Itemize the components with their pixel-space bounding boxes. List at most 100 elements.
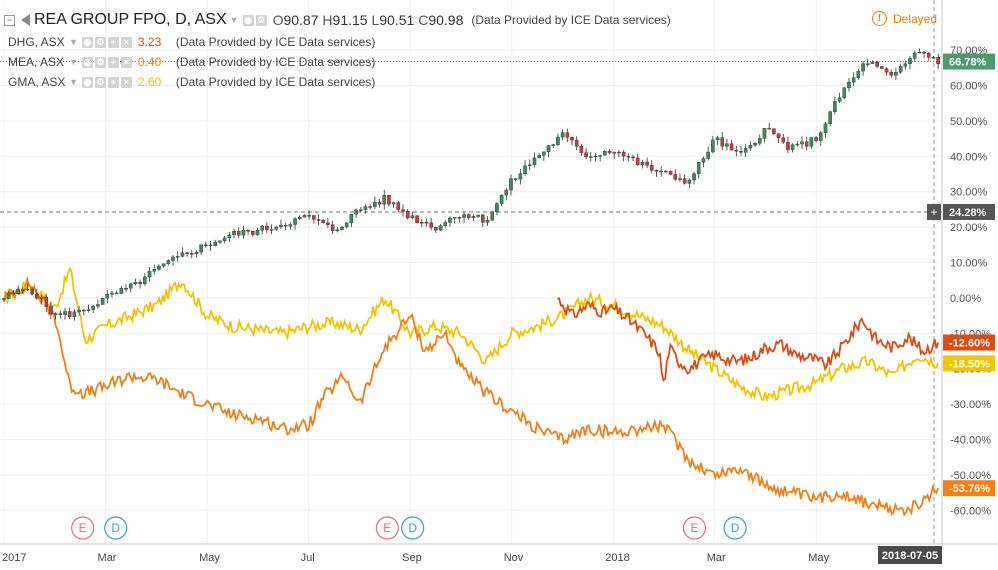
x-tick-label: May — [199, 552, 220, 564]
candle-body — [255, 230, 260, 235]
chevron-down-icon[interactable]: ▼ — [69, 37, 78, 47]
candle-body — [884, 68, 889, 73]
y-tick-label: 0.00% — [950, 293, 981, 305]
candle-body — [77, 309, 81, 313]
plus-icon[interactable]: + — [107, 56, 119, 68]
candle-body — [509, 178, 513, 191]
candle-body — [833, 101, 837, 112]
candle-body — [44, 296, 49, 307]
candle-body — [110, 292, 114, 295]
candle-body — [401, 209, 405, 212]
candle-body — [523, 165, 527, 174]
close-icon[interactable]: × — [120, 56, 132, 68]
gear-icon[interactable]: ⚙ — [94, 56, 106, 68]
collapse-legend-icon[interactable]: − — [4, 14, 15, 26]
candle-body — [818, 132, 823, 141]
x-tick-label: Nov — [504, 552, 524, 564]
candle-body — [274, 226, 279, 230]
comparison-symbol[interactable]: DHG, ASX — [8, 35, 65, 49]
candle-body — [753, 143, 757, 146]
delayed-label: Delayed — [893, 11, 938, 26]
chevron-down-icon[interactable]: ▼ — [69, 77, 78, 87]
series-line-dhg — [557, 297, 940, 382]
chevron-down-icon[interactable]: ▼ — [69, 57, 78, 67]
candle-body — [715, 137, 720, 141]
candle-body — [706, 151, 710, 159]
comparison-symbol[interactable]: GMA, ASX — [8, 75, 66, 89]
series-tools: ◉ ⚙ — [242, 14, 267, 26]
eye-icon[interactable]: ◉ — [81, 36, 93, 48]
candle-body — [875, 61, 879, 67]
price-tag — [943, 203, 995, 220]
low-label: L — [371, 12, 380, 28]
eye-icon[interactable]: ◉ — [81, 76, 93, 88]
candle-body — [767, 128, 771, 130]
candle-body — [762, 128, 767, 139]
candle-body — [312, 215, 316, 220]
candle-body — [645, 161, 649, 166]
candle-body — [72, 311, 77, 317]
comparison-row: MEA, ASX ▼ ◉ ⚙ + × 0.40 (Data Provided by ICE D… — [4, 52, 671, 72]
earnings-marker[interactable] — [682, 516, 707, 540]
candle-body — [382, 195, 387, 205]
candle-body — [842, 87, 847, 98]
price-tag-label: -12.60% — [949, 338, 990, 350]
chevron-down-icon[interactable]: ▼ — [229, 15, 239, 25]
candle-body — [152, 269, 157, 272]
close-icon[interactable]: × — [120, 36, 132, 48]
comparison-value: 0.40 — [137, 55, 162, 69]
candle-body — [560, 132, 565, 138]
candle-body — [157, 265, 161, 270]
earnings-marker[interactable] — [375, 516, 399, 540]
data-source: (Data Provided by ICE Data services) — [175, 75, 376, 89]
dividend-marker[interactable] — [723, 516, 747, 540]
earnings-marker[interactable] — [71, 516, 95, 540]
candle-body — [776, 133, 781, 138]
candle-body — [39, 296, 44, 299]
data-source: (Data Provided by ICE Data services) — [471, 13, 671, 27]
plus-icon[interactable]: + — [107, 36, 119, 48]
candle-body — [279, 224, 283, 228]
dividend-marker[interactable] — [104, 516, 128, 540]
candle-body — [448, 217, 452, 223]
y-tick-label: -30.00% — [950, 399, 991, 411]
y-tick-label: 20.00% — [950, 222, 988, 234]
candle-body — [326, 222, 330, 225]
y-tick-label: 50.00% — [950, 116, 988, 128]
candle-body — [626, 156, 631, 158]
candle-body — [443, 222, 448, 226]
candle-body — [579, 146, 584, 153]
candle-body — [208, 244, 213, 247]
candle-body — [143, 276, 147, 284]
open-label: O — [272, 12, 284, 28]
candle-body — [734, 149, 739, 152]
x-tick-label: 2017 — [2, 552, 26, 564]
candle-body — [260, 225, 264, 231]
flag-icon[interactable] — [21, 14, 30, 26]
close-icon[interactable]: × — [120, 76, 132, 88]
main-symbol[interactable]: REA GROUP FPO, D, ASX — [34, 11, 227, 28]
plus-icon[interactable]: + — [107, 76, 119, 88]
y-tick-label: 60.00% — [950, 81, 988, 93]
comparison-symbol[interactable]: MEA, ASX — [8, 55, 65, 69]
gear-icon[interactable]: ⚙ — [94, 36, 106, 48]
main-series-row: − REA GROUP FPO, D, ASX ▼ ◉ ⚙ O90.87 H91… — [4, 8, 671, 32]
gear-icon[interactable]: ⚙ — [255, 14, 267, 26]
crosshair-plus-button[interactable] — [927, 203, 941, 220]
candle-body — [349, 214, 354, 224]
warning-icon: ! — [872, 11, 887, 26]
candle-body — [696, 161, 701, 174]
candle-body — [438, 225, 443, 231]
candle-body — [917, 51, 922, 54]
candle-body — [828, 111, 832, 124]
eye-icon[interactable]: ◉ — [81, 56, 93, 68]
dividend-marker[interactable] — [401, 516, 425, 540]
candle-body — [236, 230, 241, 236]
candle-body — [241, 229, 246, 236]
candle-body — [621, 151, 626, 157]
gear-icon[interactable]: ⚙ — [94, 76, 106, 88]
candle-body — [471, 216, 476, 218]
delayed-badge[interactable]: ! Delayed — [872, 11, 937, 26]
eye-icon[interactable]: ◉ — [242, 14, 254, 26]
